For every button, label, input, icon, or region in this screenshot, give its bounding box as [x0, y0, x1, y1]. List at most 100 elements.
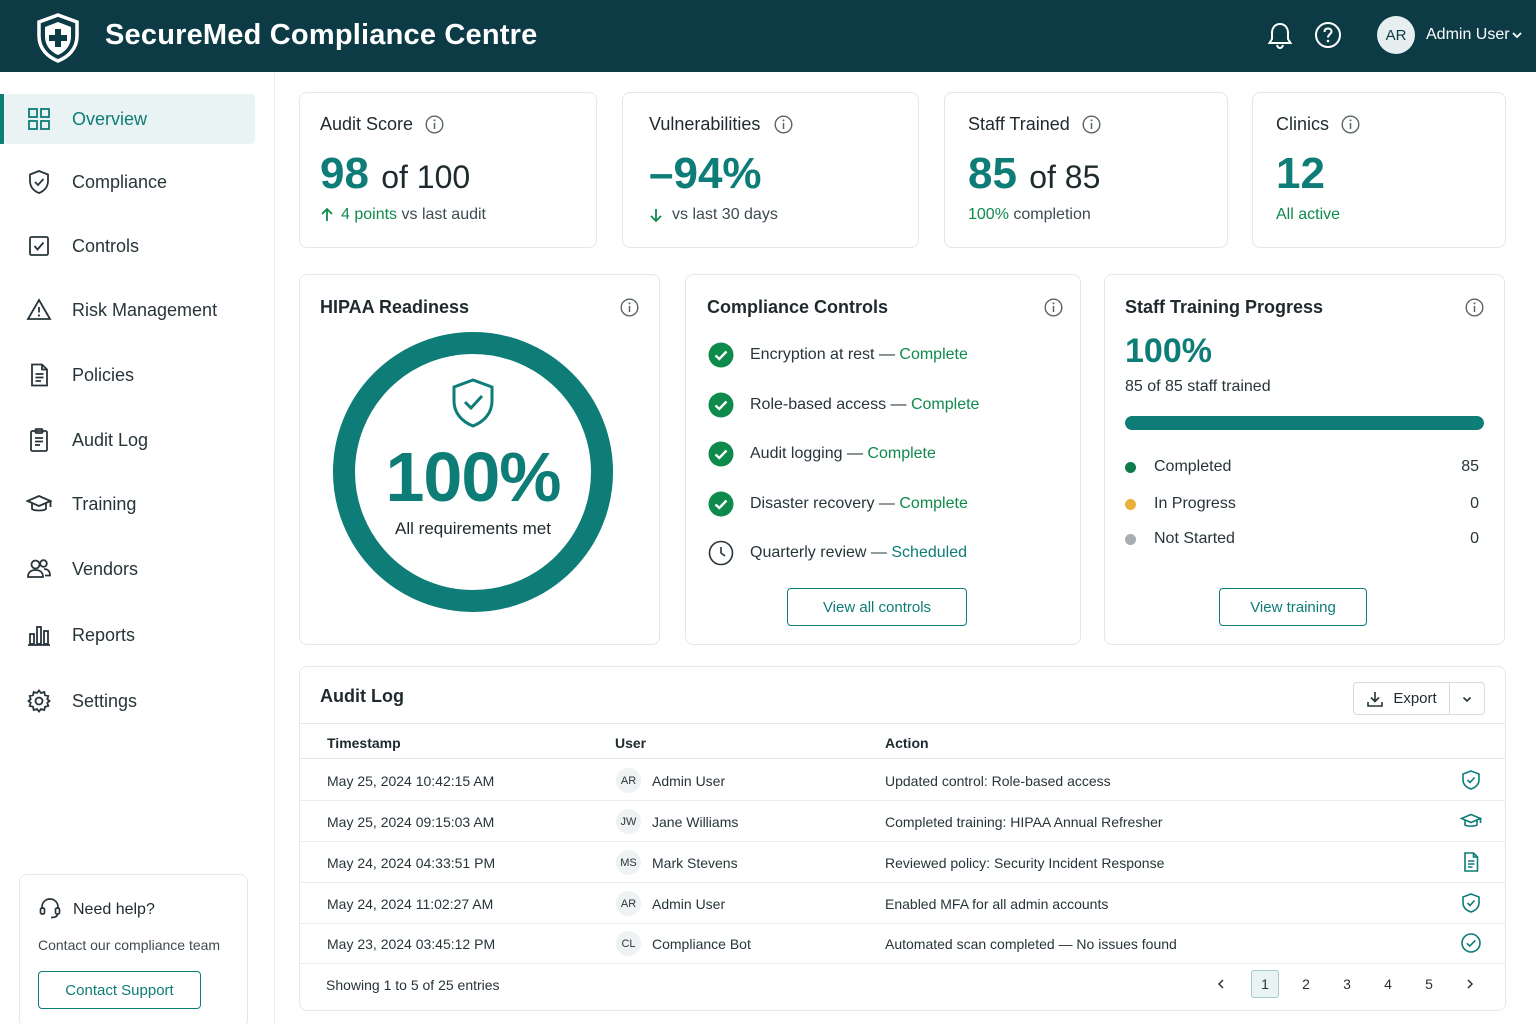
pagination-page[interactable]: 1	[1251, 970, 1279, 998]
graduation-cap-icon	[26, 495, 52, 512]
legend-value: 0	[1470, 495, 1479, 512]
training-subtitle: 85 of 85 staff trained	[1125, 378, 1271, 395]
sidebar-item-risk-management[interactable]: Risk Management	[4, 285, 255, 335]
cell-timestamp: May 25, 2024 10:42:15 AM	[327, 773, 495, 789]
export-options-button[interactable]	[1450, 683, 1484, 714]
control-name: Role-based access	[750, 396, 887, 413]
check-circle-filled-icon	[708, 342, 734, 368]
readiness-caption: All requirements met	[395, 519, 551, 538]
sidebar-item-settings[interactable]: Settings	[4, 676, 255, 726]
chevron-right-icon	[1467, 979, 1474, 989]
control-item: Encryption at rest — Complete	[708, 341, 968, 369]
kpi-label: Staff Trained	[968, 114, 1070, 134]
pagination-page[interactable]: 2	[1302, 976, 1310, 992]
help-question-icon[interactable]	[1313, 20, 1343, 50]
contact-support-button[interactable]: Contact Support	[38, 971, 201, 1009]
table-row[interactable]: May 25, 2024 10:42:15 AM AR Admin User U…	[300, 760, 1505, 801]
sidebar-item-reports[interactable]: Reports	[4, 610, 255, 660]
kpi-suffix: of 85	[1029, 159, 1101, 195]
sidebar-item-overview[interactable]: Overview	[0, 94, 255, 144]
legend-dot	[1125, 533, 1136, 545]
pagination-page[interactable]: 5	[1425, 976, 1433, 992]
readiness-percent: 100%	[385, 438, 561, 516]
info-icon[interactable]	[1044, 298, 1063, 317]
sidebar-item-policies[interactable]: Policies	[4, 350, 255, 400]
sidebar-item-compliance[interactable]: Compliance	[4, 157, 255, 207]
pagination-page[interactable]: 4	[1384, 976, 1392, 992]
column-header-user[interactable]: User	[615, 735, 647, 751]
clinics-card: Clinics 12 All active	[1252, 92, 1506, 248]
help-text: Contact our compliance team	[38, 937, 221, 953]
info-icon[interactable]	[425, 115, 444, 134]
chevron-down-icon[interactable]	[1511, 29, 1523, 41]
cell-action: Enabled MFA for all admin accounts	[885, 896, 1109, 912]
training-progress-fill	[1125, 416, 1484, 430]
user-avatar[interactable]: AR	[1377, 16, 1415, 54]
notifications-bell-icon[interactable]	[1265, 20, 1295, 50]
legend-label: In Progress	[1154, 495, 1236, 512]
table-row[interactable]: May 25, 2024 09:15:03 AM JW Jane William…	[300, 801, 1505, 842]
pagination-page[interactable]: 3	[1343, 976, 1351, 992]
control-status: Scheduled	[891, 544, 967, 561]
info-icon[interactable]	[774, 115, 793, 134]
legend-dot	[1125, 498, 1136, 510]
info-icon[interactable]	[1082, 115, 1101, 134]
control-status: Complete	[867, 445, 936, 462]
sidebar-item-training[interactable]: Training	[4, 479, 255, 529]
control-separator: —	[886, 396, 911, 413]
table-row[interactable]: May 24, 2024 11:02:27 AM AR Admin User E…	[300, 883, 1505, 924]
sidebar-item-label: Overview	[72, 108, 148, 129]
grid-icon	[28, 108, 50, 130]
compliance-controls-card: Compliance Controls Encryption at rest —…	[685, 274, 1081, 645]
column-header-timestamp[interactable]: Timestamp	[327, 735, 401, 751]
training-progress-bar	[1125, 416, 1484, 430]
legend-label: Not Started	[1154, 530, 1235, 547]
sidebar-item-label: Risk Management	[72, 299, 218, 320]
control-status: Complete	[899, 495, 968, 512]
pagination-next[interactable]	[1456, 970, 1484, 998]
info-icon[interactable]	[1465, 298, 1484, 317]
view-training-button[interactable]: View training	[1219, 588, 1367, 626]
shield-check-icon	[1462, 893, 1480, 913]
readiness-ring: 100% All requirements met	[332, 329, 614, 617]
download-icon	[1367, 691, 1384, 707]
warning-triangle-icon	[26, 298, 52, 320]
cell-user: Jane Williams	[652, 814, 739, 830]
info-icon[interactable]	[1341, 115, 1360, 134]
legend-value: 85	[1461, 458, 1479, 475]
sidebar-item-audit-log[interactable]: Audit Log	[4, 415, 255, 465]
kpi-value: 98 of 100	[320, 149, 471, 198]
clock-icon	[708, 540, 734, 566]
document-icon	[31, 363, 48, 387]
kpi-delta: vs last 30 days	[649, 206, 778, 224]
sidebar-item-vendors[interactable]: Vendors	[4, 544, 255, 594]
cell-action: Updated control: Role-based access	[885, 773, 1111, 789]
info-icon[interactable]	[620, 298, 639, 317]
kpi-completion-value: 100%	[968, 206, 1009, 223]
sidebar-item-controls[interactable]: Controls	[4, 221, 255, 271]
checkbox-icon	[29, 236, 49, 256]
legend-item: Not Started 0	[1125, 527, 1484, 551]
user-avatar: AR	[616, 891, 641, 916]
view-all-controls-button[interactable]: View all controls	[787, 588, 967, 626]
cell-timestamp: May 24, 2024 11:02:27 AM	[327, 896, 494, 912]
control-item: Role-based access — Complete	[708, 391, 979, 419]
table-row[interactable]: May 23, 2024 03:45:12 PM CL Compliance B…	[300, 923, 1505, 964]
headset-icon	[39, 898, 61, 919]
check-circle-filled-icon	[708, 392, 734, 418]
control-item: Audit logging — Complete	[708, 440, 936, 468]
control-status: Complete	[899, 346, 968, 363]
staff-training-card: Staff Training Progress 100% 85 of 85 st…	[1104, 274, 1505, 645]
column-header-action[interactable]: Action	[885, 735, 929, 751]
shield-plus-icon	[37, 13, 79, 63]
training-percent: 100%	[1125, 332, 1212, 370]
kpi-suffix: of 100	[381, 159, 471, 195]
user-name[interactable]: Admin User	[1426, 26, 1510, 43]
pagination-prev[interactable]	[1207, 970, 1235, 998]
kpi-value: 85 of 85	[968, 149, 1101, 198]
export-button-group: Export	[1353, 682, 1485, 715]
table-row[interactable]: May 24, 2024 04:33:51 PM MS Mark Stevens…	[300, 842, 1505, 883]
sidebar: Overview Compliance Controls Risk Manage…	[0, 72, 275, 1024]
control-name: Audit logging	[750, 445, 843, 462]
export-button[interactable]: Export	[1354, 683, 1450, 714]
